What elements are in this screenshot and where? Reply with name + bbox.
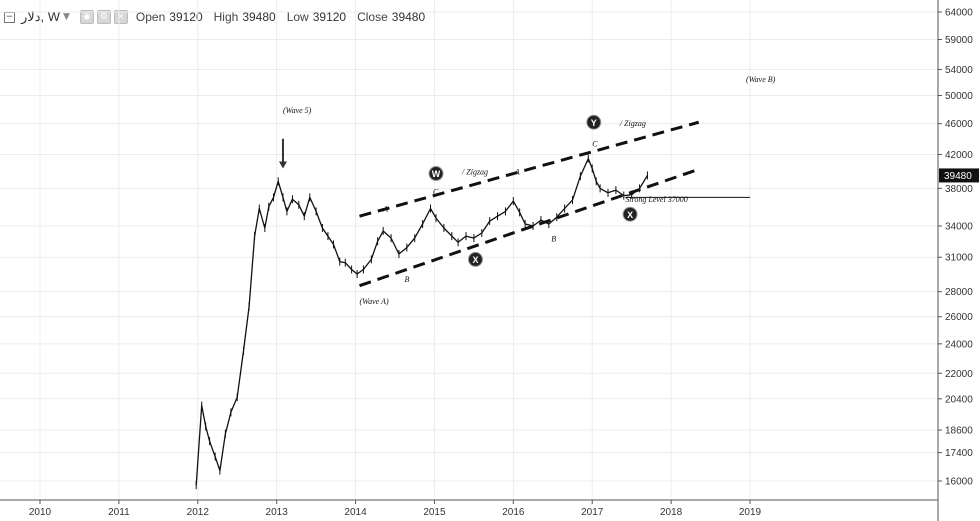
y-tick-label: 20400 — [945, 394, 973, 405]
y-tick-label: 22000 — [945, 369, 973, 380]
x-tick-label: 2014 — [344, 507, 367, 518]
wave-annotation: C — [592, 140, 598, 149]
wave-annotation: A — [514, 167, 520, 176]
eye-icon[interactable]: ◉ — [79, 10, 94, 24]
wave-badge-circle — [428, 166, 444, 182]
wave-annotation: B — [551, 234, 556, 243]
settings-icon[interactable]: ⚙ — [96, 10, 111, 24]
wave-annotation: / Zigzag — [619, 119, 646, 128]
last-price-label: 39480 — [944, 171, 972, 182]
open-label: Open — [135, 10, 166, 24]
chart-header: − دلار, W ▼ ◉ ⚙ × Open 39120 High 39480 … — [4, 9, 431, 25]
y-tick-label: 64000 — [945, 8, 973, 19]
y-tick-label: 31000 — [945, 253, 973, 264]
wave-annotation: (Wave A) — [360, 297, 389, 306]
wave-badge-label: W — [432, 169, 441, 179]
y-tick-label: 24000 — [945, 339, 973, 350]
x-tick-label: 2010 — [29, 507, 52, 518]
y-tick-label: 28000 — [945, 287, 973, 298]
x-tick-label: 2012 — [187, 507, 210, 518]
wave-annotation: (Wave B) — [746, 75, 776, 84]
wave-annotation: Strong Level 37000 — [625, 195, 687, 204]
channel-line[interactable] — [359, 120, 700, 218]
y-tick-label: 50000 — [945, 91, 973, 102]
y-tick-label: 18600 — [945, 426, 973, 437]
y-tick-label: 16000 — [945, 477, 973, 488]
close-icon[interactable]: × — [113, 10, 128, 24]
x-tick-label: 2017 — [581, 507, 604, 518]
y-tick-label: 26000 — [945, 312, 973, 323]
low-label: Low — [286, 10, 309, 24]
y-tick-label: 34000 — [945, 221, 973, 232]
wave-badge-circle — [622, 206, 638, 222]
channel-line[interactable] — [359, 167, 700, 288]
arrow-down-icon — [278, 161, 287, 169]
high-value: 39480 — [242, 10, 276, 24]
symbol-label[interactable]: دلار, W — [21, 9, 60, 24]
wave-annotation: / Zigzag — [461, 167, 488, 176]
price-series-line[interactable] — [195, 157, 648, 486]
close-label: Close — [357, 10, 388, 24]
wave-badge-label: X — [627, 210, 633, 220]
wave-annotation: (Wave 5) — [283, 106, 312, 115]
high-label: High — [213, 10, 239, 24]
wave-annotation: A — [382, 204, 388, 213]
x-tick-label: 2019 — [739, 507, 762, 518]
x-tick-label: 2015 — [423, 507, 446, 518]
x-tick-label: 2016 — [502, 507, 525, 518]
wave-annotation: C — [433, 188, 439, 197]
y-tick-label: 17400 — [945, 448, 973, 459]
y-tick-label: 38000 — [945, 184, 973, 195]
x-tick-label: 2011 — [108, 507, 130, 518]
y-tick-label: 59000 — [945, 35, 973, 46]
y-tick-label: 54000 — [945, 65, 973, 76]
wave-badge-label: X — [472, 255, 478, 265]
wave-badge-circle — [586, 114, 602, 130]
wave-annotation: B — [404, 275, 409, 284]
close-value: 39480 — [391, 10, 426, 24]
y-tick-label: 46000 — [945, 119, 973, 130]
wave-badge-label: Y — [591, 118, 597, 128]
caret-down-icon[interactable]: ▼ — [62, 12, 70, 22]
wave-badge-circle — [467, 251, 483, 267]
x-tick-label: 2018 — [660, 507, 683, 518]
x-tick-label: 2013 — [266, 507, 289, 518]
open-value: 39120 — [169, 10, 203, 24]
y-tick-label: 42000 — [945, 150, 973, 161]
last-price-tag — [939, 168, 979, 183]
low-value: 39120 — [312, 10, 347, 24]
